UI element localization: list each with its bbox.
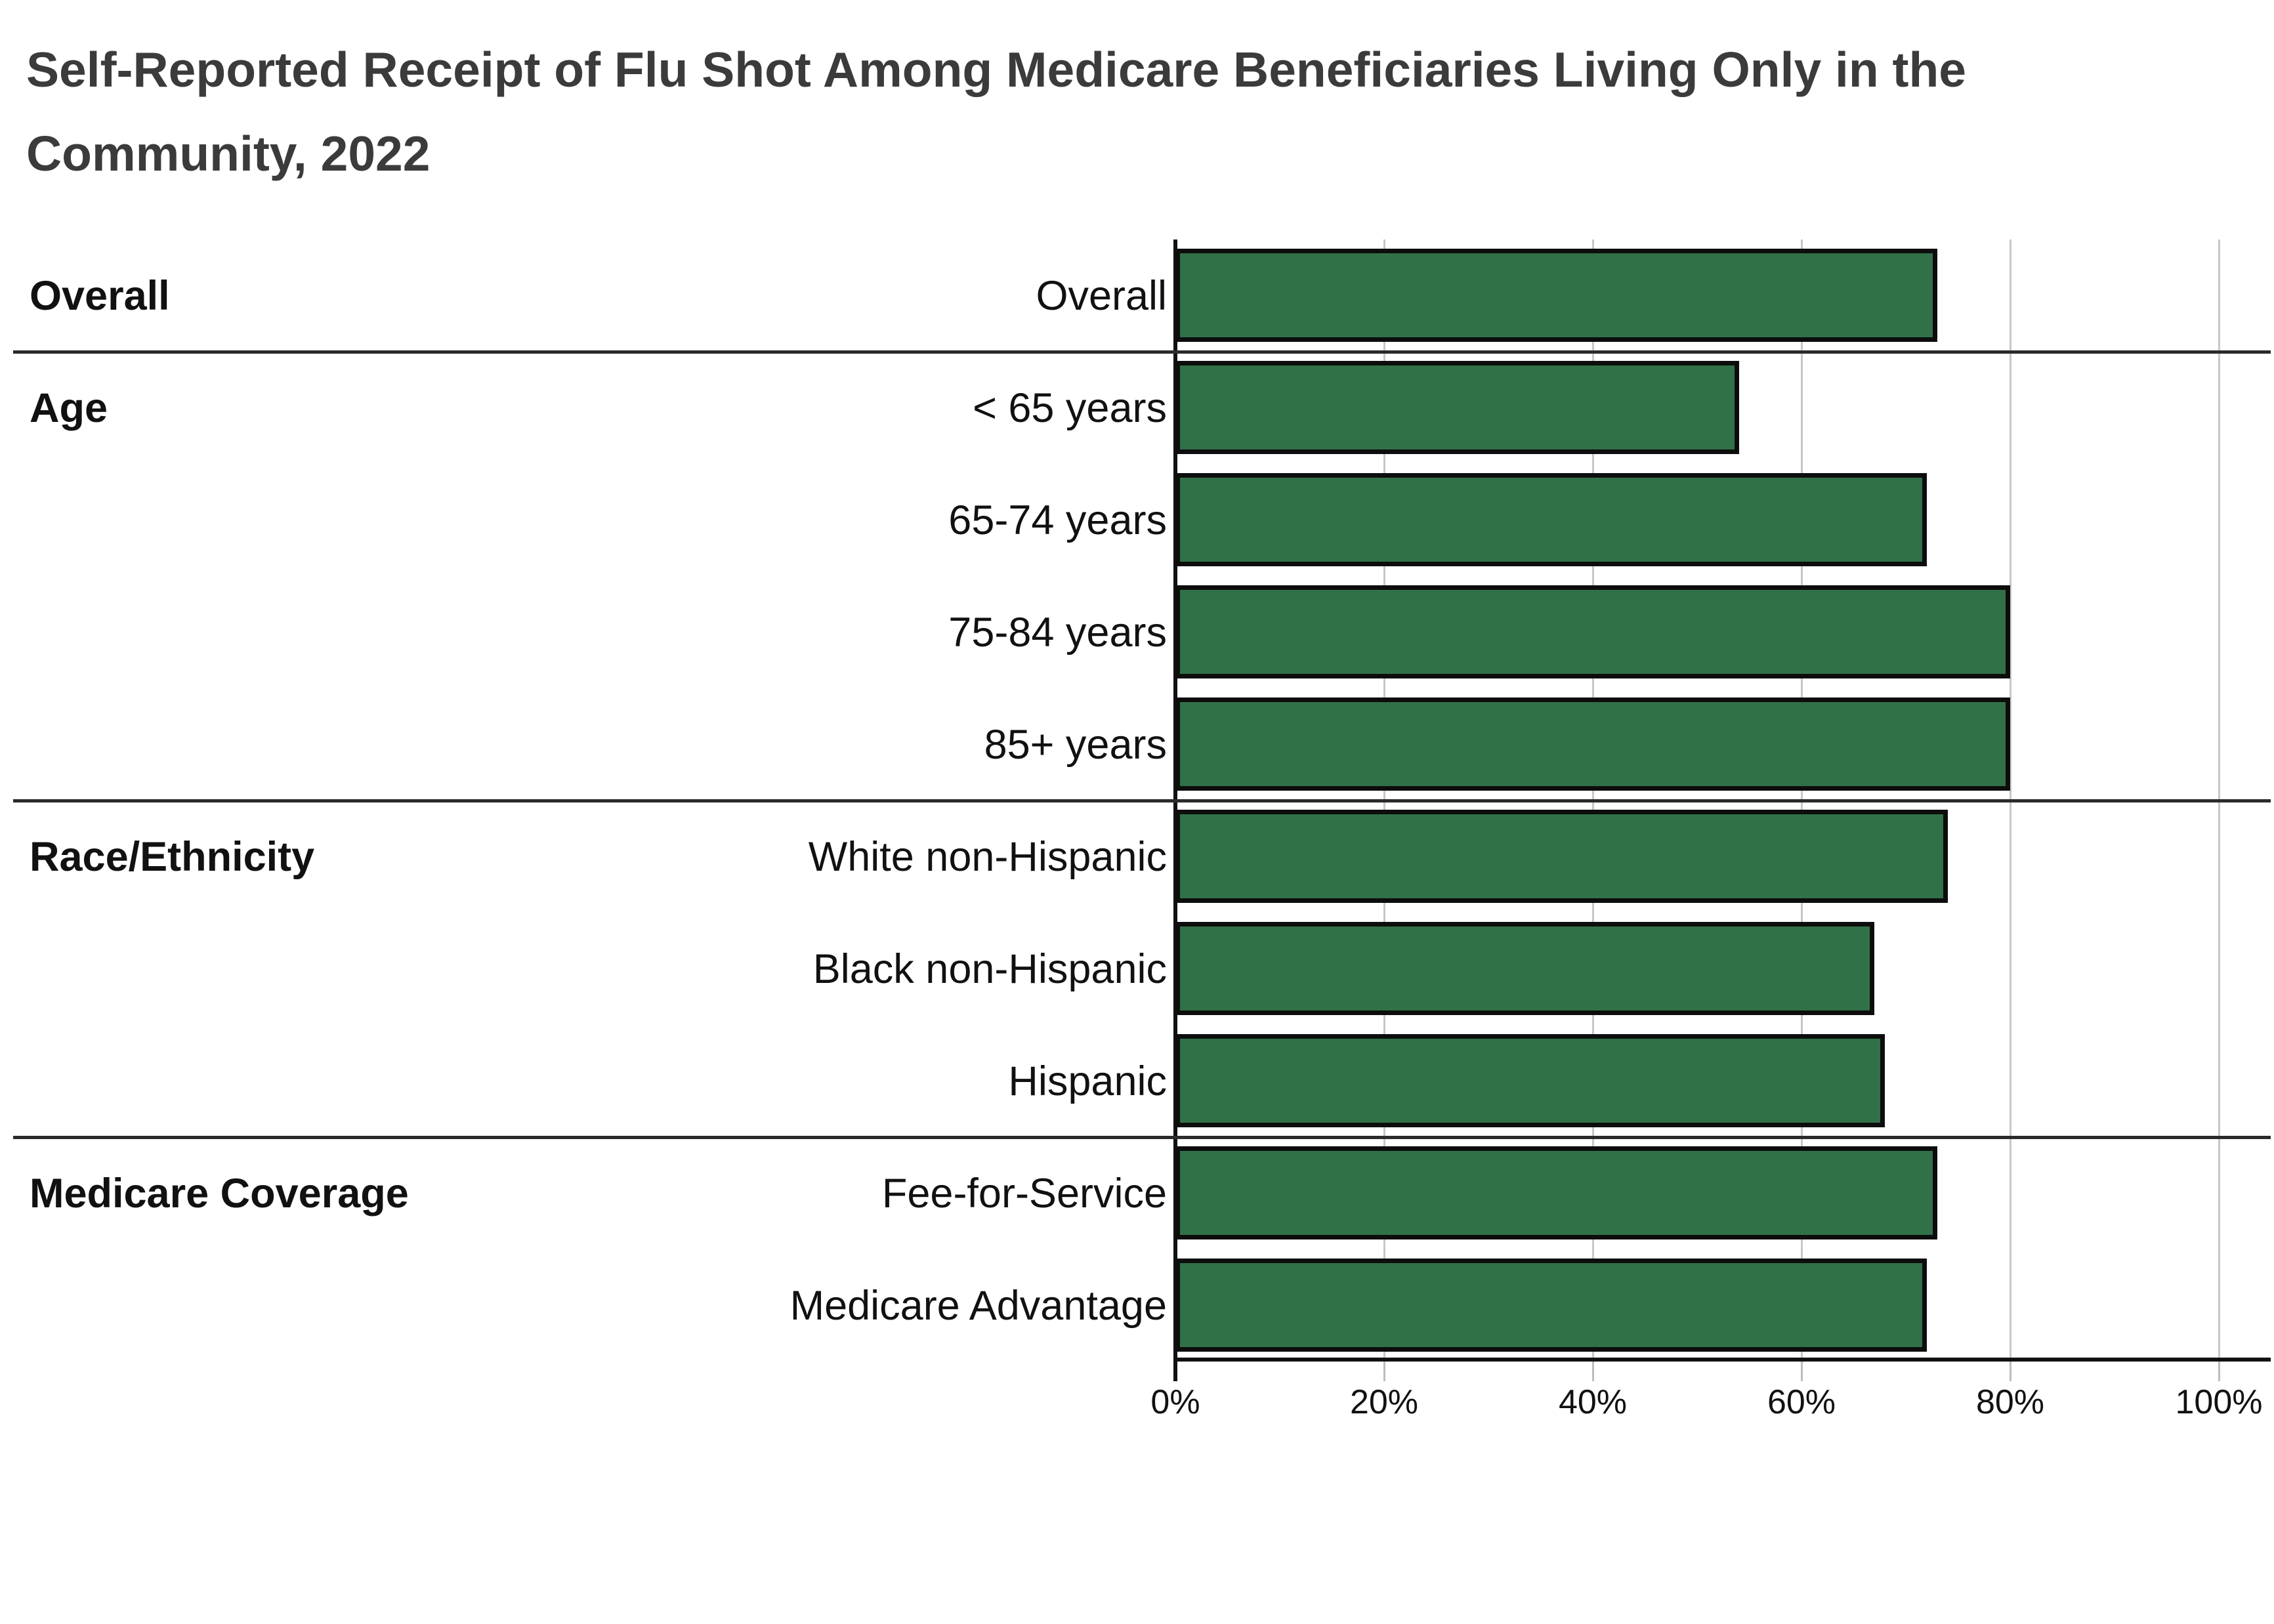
x-axis-tick-80 — [2009, 1358, 2011, 1381]
bar[interactable] — [1175, 585, 2010, 678]
x-axis-tick-label: 40% — [1558, 1383, 1628, 1421]
section-separator — [13, 1136, 2271, 1139]
x-axis-tick-label: 20% — [1349, 1383, 1419, 1421]
row-label: Black non-Hispanic — [812, 946, 1167, 992]
bar[interactable] — [1175, 1259, 1927, 1352]
section-separator — [13, 350, 2271, 354]
row-label: 75-84 years — [948, 609, 1167, 656]
x-axis-line — [1173, 1358, 2271, 1362]
bar[interactable] — [1175, 697, 2010, 791]
bar[interactable] — [1175, 473, 1927, 566]
bar[interactable] — [1175, 361, 1739, 454]
x-axis-tick-label: 80% — [1975, 1383, 2045, 1421]
x-axis-tick-label: 100% — [2175, 1383, 2263, 1421]
x-axis-tick-label: 60% — [1767, 1383, 1836, 1421]
gridline-40 — [1591, 239, 1594, 1358]
section-label-age: Age — [30, 385, 108, 431]
gridline-80 — [2009, 239, 2011, 1358]
bar[interactable] — [1175, 810, 1948, 903]
page-title-line1: Self-Reported Receipt of Flu Shot Among … — [26, 42, 1966, 97]
page-title: Self-Reported Receipt of Flu Shot Among … — [26, 28, 2212, 196]
row-label: Fee-for-Service — [881, 1170, 1167, 1217]
row-label: Overall — [1036, 272, 1167, 319]
bar[interactable] — [1175, 922, 1874, 1015]
gridline-60 — [1800, 239, 1803, 1358]
x-axis-tick-100 — [2218, 1358, 2220, 1381]
section-label-race-ethnicity: Race/Ethnicity — [30, 833, 315, 880]
page-title-line2: Community, 2022 — [26, 126, 431, 181]
section-separator — [13, 799, 2271, 802]
row-label: White non-Hispanic — [808, 833, 1167, 880]
row-label: 85+ years — [984, 721, 1167, 768]
section-label-medicare-coverage: Medicare Coverage — [30, 1170, 409, 1217]
row-label: 65-74 years — [948, 497, 1167, 543]
x-axis-tick-60 — [1800, 1358, 1803, 1381]
x-axis-tick-label: 0% — [1150, 1383, 1200, 1421]
bar[interactable] — [1175, 249, 1937, 342]
bar[interactable] — [1175, 1034, 1885, 1127]
row-label: Medicare Advantage — [790, 1282, 1167, 1329]
x-axis-tick-20 — [1383, 1358, 1385, 1381]
bar[interactable] — [1175, 1146, 1937, 1239]
gridline-100 — [2218, 239, 2220, 1358]
x-axis-tick-40 — [1591, 1358, 1594, 1381]
row-label: < 65 years — [973, 385, 1167, 431]
gridline-20 — [1383, 239, 1385, 1358]
section-label-overall: Overall — [30, 272, 170, 319]
row-label: Hispanic — [1008, 1058, 1167, 1104]
